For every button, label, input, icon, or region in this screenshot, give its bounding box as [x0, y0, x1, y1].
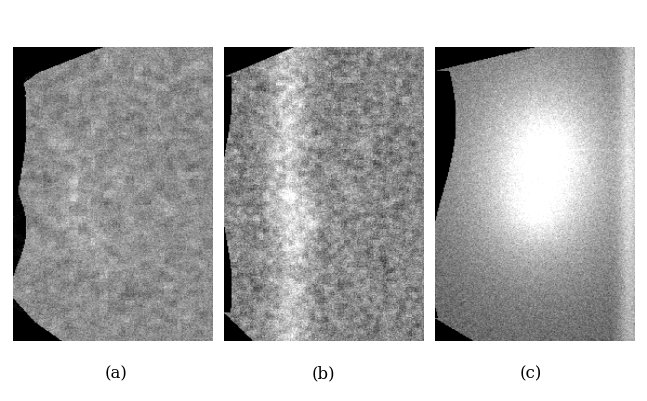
Text: (b): (b) — [312, 365, 335, 381]
Text: (c): (c) — [520, 365, 542, 381]
Text: (a): (a) — [105, 365, 128, 381]
